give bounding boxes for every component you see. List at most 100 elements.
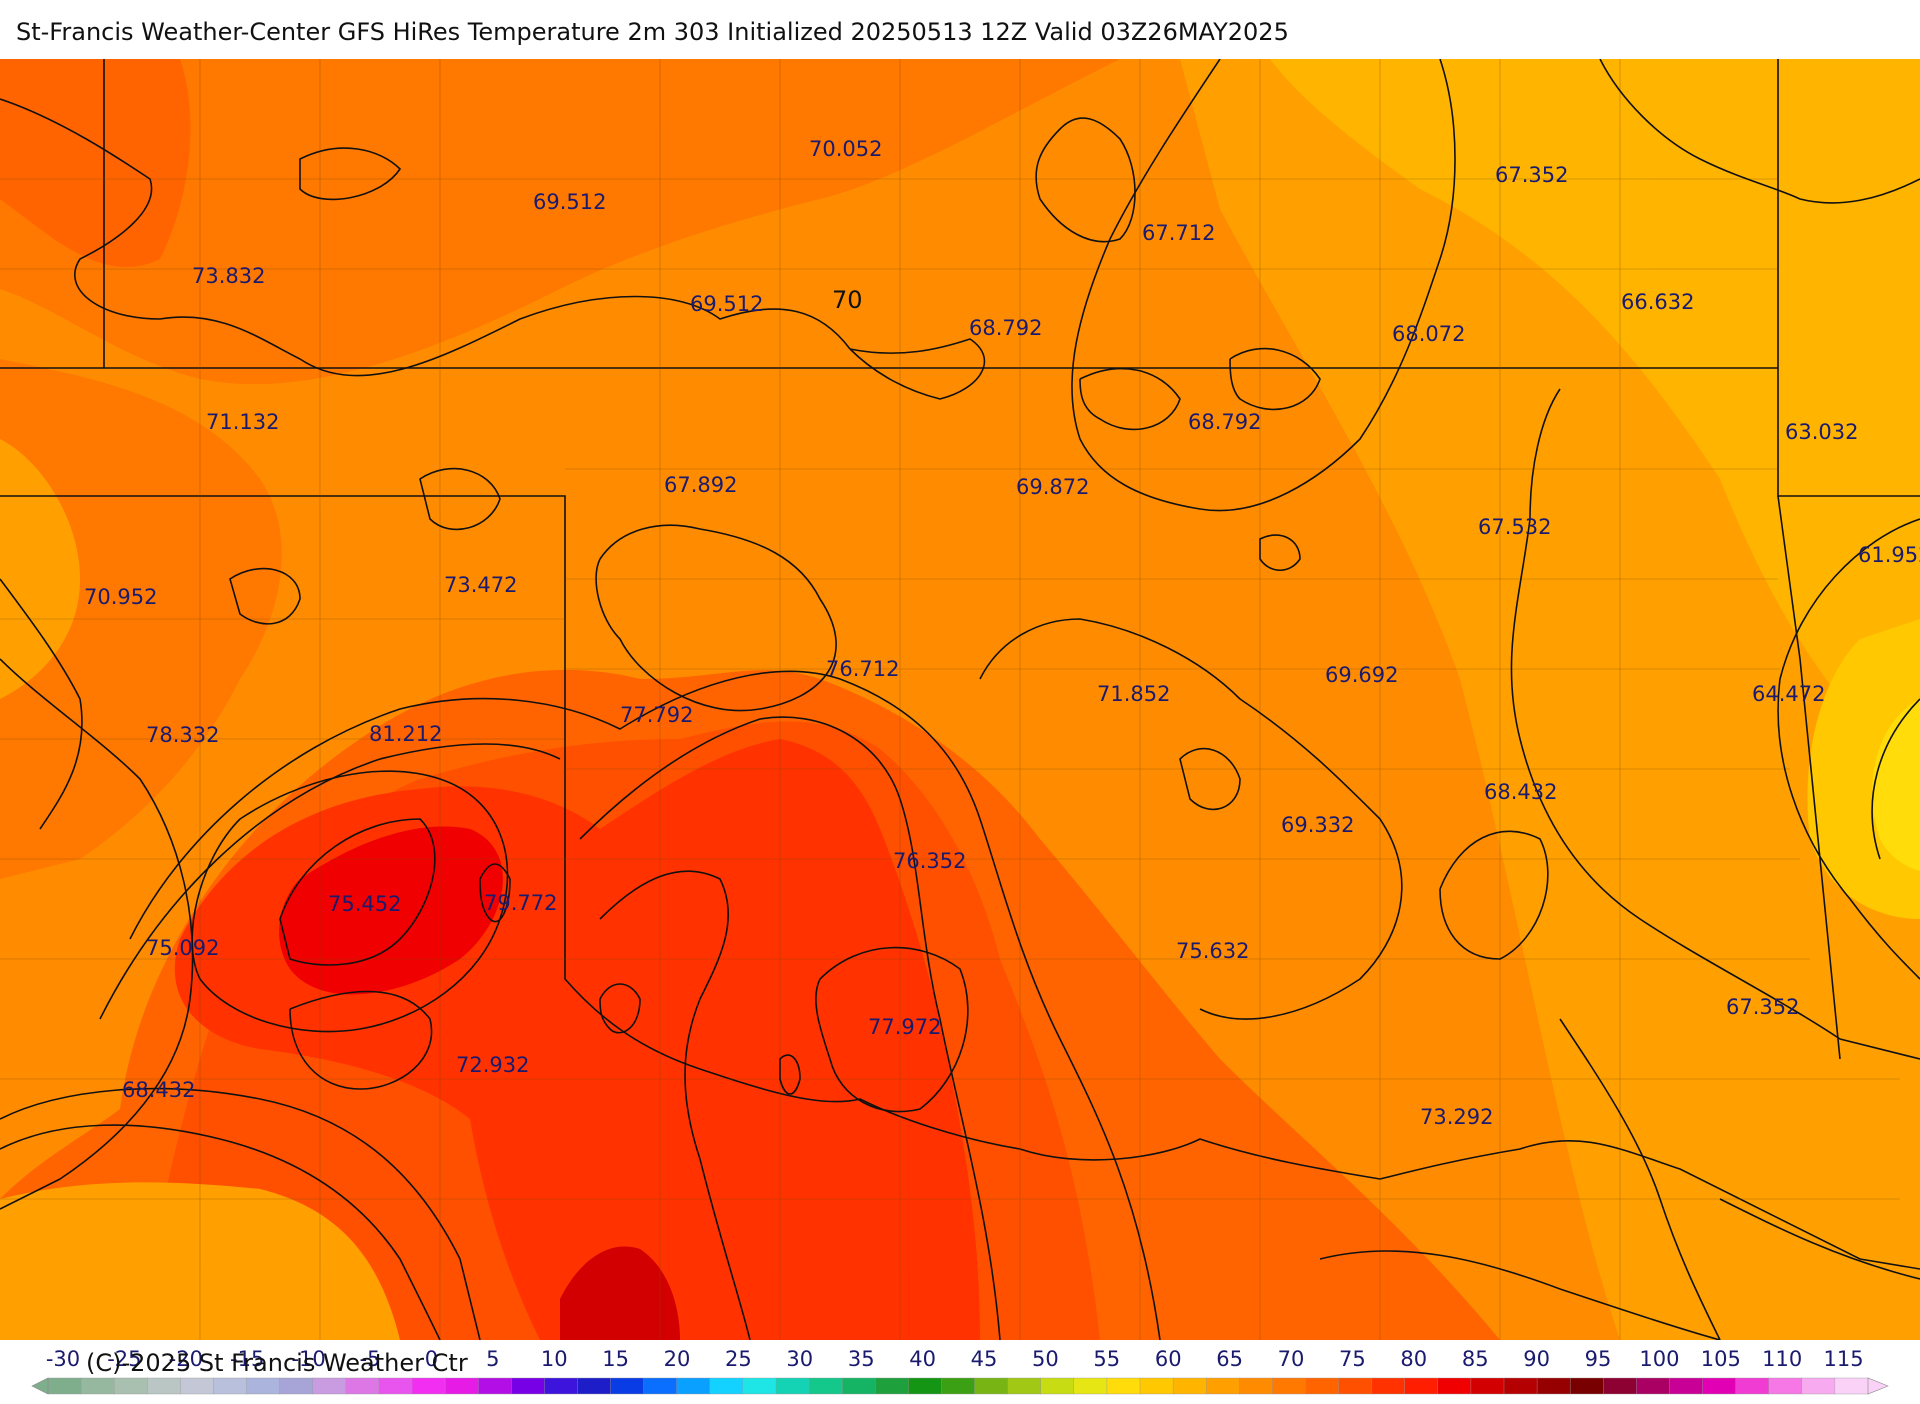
temp-label: 68.792	[969, 316, 1042, 340]
scale-swatch	[676, 1377, 711, 1395]
copyright-text: (C)-2025 St Francis Weather Ctr	[86, 1349, 468, 1377]
scale-left-arrow	[31, 1377, 49, 1395]
scale-tick-label: 60	[1155, 1347, 1182, 1371]
field-cool-southeast	[1560, 999, 1920, 1340]
scale-tick-label: 0	[425, 1347, 438, 1371]
scale-swatch	[875, 1377, 910, 1395]
scale-tick-label: 80	[1400, 1347, 1427, 1371]
color-scale-bar: -30 -25 -20 -15 -10 -5 0 5 10 15 20 25 30 35 40 45 50 55 6…	[0, 1340, 1920, 1400]
temp-label: 71.132	[206, 410, 279, 434]
field-warmer-northwest	[0, 59, 191, 268]
scale-tick-label: -5	[360, 1347, 381, 1371]
scale-tick-label: 100	[1639, 1347, 1679, 1371]
scale-swatch	[908, 1377, 943, 1395]
temp-label: 68.432	[1484, 780, 1557, 804]
scale-swatch	[1669, 1377, 1704, 1395]
scale-swatch	[180, 1377, 215, 1395]
scale-swatch	[345, 1377, 380, 1395]
scale-swatch	[1305, 1377, 1340, 1395]
temp-label: 67.712	[1142, 221, 1215, 245]
temp-label: 76.712	[826, 657, 899, 681]
temp-label: 75.452	[328, 892, 401, 916]
scale-tick-label: 90	[1523, 1347, 1550, 1371]
temp-label: 77.792	[620, 703, 693, 727]
temp-label: 70.952	[84, 585, 157, 609]
scale-swatch	[279, 1377, 314, 1395]
temp-label: 67.352	[1495, 163, 1568, 187]
scale-tick-label: -10	[291, 1347, 325, 1371]
scale-tick-label: 70	[1278, 1347, 1305, 1371]
scale-tick-label: 45	[971, 1347, 998, 1371]
scale-swatch	[1106, 1377, 1141, 1395]
temperature-map: 70 70.052 69.512 67.352 67.712 73.832 69…	[0, 59, 1920, 1340]
scale-swatch	[643, 1377, 678, 1395]
temp-label: 69.512	[690, 292, 763, 316]
map-title: St-Francis Weather-Center GFS HiRes Temp…	[16, 18, 1289, 46]
temp-label: 68.792	[1188, 410, 1261, 434]
scale-swatch	[1371, 1377, 1406, 1395]
scale-tick-label: 85	[1462, 1347, 1489, 1371]
temp-label: 67.352	[1726, 995, 1799, 1019]
scale-swatch	[1470, 1377, 1505, 1395]
scale-tick-label: -15	[230, 1347, 264, 1371]
temp-label: 73.292	[1420, 1105, 1493, 1129]
scale-swatch	[1040, 1377, 1075, 1395]
temp-label: 76.352	[893, 849, 966, 873]
scale-swatch	[742, 1377, 777, 1395]
temp-label: 81.212	[369, 722, 442, 746]
scale-swatch	[411, 1377, 446, 1395]
scale-swatch	[1702, 1377, 1737, 1395]
scale-swatch	[974, 1377, 1009, 1395]
field-warm-northwest	[0, 59, 1120, 385]
temp-label: 75.092	[146, 936, 219, 960]
temp-label: 73.472	[444, 573, 517, 597]
scale-swatch	[1636, 1377, 1671, 1395]
temp-label: 72.932	[456, 1053, 529, 1077]
scale-swatch	[511, 1377, 546, 1395]
temp-label: 61.952	[1858, 543, 1920, 567]
scale-swatch	[1437, 1377, 1472, 1395]
scale-swatch	[577, 1377, 612, 1395]
scale-swatch	[610, 1377, 645, 1395]
scale-swatch	[941, 1377, 976, 1395]
scale-swatch	[1205, 1377, 1240, 1395]
scale-tick-label: -20	[169, 1347, 203, 1371]
scale-tick-label: 95	[1585, 1347, 1612, 1371]
scale-swatch	[246, 1377, 281, 1395]
scale-swatch	[113, 1377, 148, 1395]
scale-swatch	[147, 1377, 182, 1395]
scale-tick-labels: -30 -25 -20 -15 -10 -5 0 5 10 15 20 25 30 35 40 45 50 55 6…	[46, 1347, 1864, 1371]
scale-swatch	[477, 1377, 512, 1395]
temp-label: 64.472	[1752, 682, 1825, 706]
temp-label: 68.432	[122, 1078, 195, 1102]
scale-tick-label: -30	[46, 1347, 80, 1371]
scale-swatch	[1139, 1377, 1174, 1395]
scale-swatch	[1536, 1377, 1571, 1395]
scale-tick-label: 5	[486, 1347, 499, 1371]
scale-swatch	[544, 1377, 579, 1395]
scale-swatch	[1338, 1377, 1373, 1395]
temp-label: 79.772	[484, 891, 557, 915]
scale-swatch	[1503, 1377, 1538, 1395]
scale-tick-label: 115	[1824, 1347, 1864, 1371]
temp-label: 75.632	[1176, 939, 1249, 963]
temp-label: 77.972	[868, 1015, 941, 1039]
scale-tick-label: 15	[602, 1347, 629, 1371]
scale-swatch	[444, 1377, 479, 1395]
scale-swatch	[1239, 1377, 1274, 1395]
scale-swatch	[1007, 1377, 1042, 1395]
scale-swatch	[1834, 1377, 1869, 1395]
temp-label: 66.632	[1621, 290, 1694, 314]
scale-swatch	[1603, 1377, 1638, 1395]
scale-swatch	[80, 1377, 115, 1395]
temp-label: 67.892	[664, 473, 737, 497]
scale-swatch	[312, 1377, 347, 1395]
scale-swatch	[1172, 1377, 1207, 1395]
temp-label: 78.332	[146, 723, 219, 747]
scale-swatch	[775, 1377, 810, 1395]
scale-swatches	[47, 1377, 1869, 1395]
scale-tick-label: 75	[1339, 1347, 1366, 1371]
field-peak-south	[560, 1246, 680, 1340]
scale-swatch	[808, 1377, 843, 1395]
temp-label: 71.852	[1097, 682, 1170, 706]
